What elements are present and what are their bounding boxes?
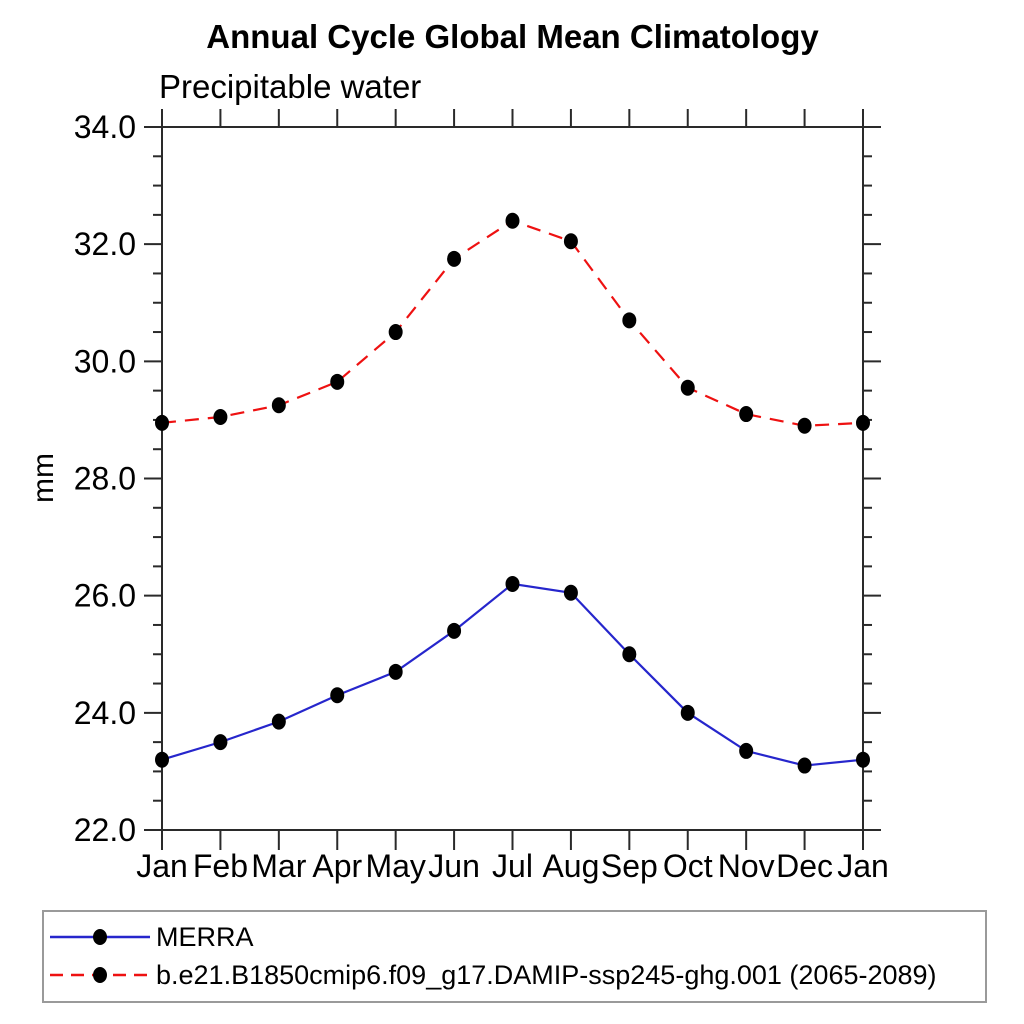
x-tick-label: Jan: [136, 848, 188, 884]
data-point: [680, 704, 695, 721]
x-tick-label: Jun: [428, 848, 480, 884]
data-point: [447, 250, 462, 267]
data-point: [797, 417, 812, 434]
data-point: [330, 687, 345, 704]
data-point: [330, 373, 345, 390]
y-tick-label: 28.0: [74, 461, 136, 497]
legend-swatch: [50, 929, 150, 945]
series-line-model: [161, 219, 864, 427]
x-tick-label: Oct: [663, 848, 713, 884]
y-tick-label: 24.0: [74, 695, 136, 731]
data-point: [505, 575, 520, 592]
data-point: [213, 734, 228, 751]
data-point: [563, 233, 578, 250]
chart-subtitle: Precipitable water: [159, 68, 422, 105]
data-point: [563, 584, 578, 601]
x-tick-label: Mar: [251, 848, 306, 884]
legend-swatch: [50, 967, 150, 983]
x-tick-label: Apr: [312, 848, 362, 884]
legend-box: MERRA b.e21.B1850cmip6.f09_g17.DAMIP-ssp2…: [42, 910, 987, 1003]
x-tick-label: May: [365, 848, 425, 884]
x-tick-label: Dec: [776, 848, 833, 884]
x-tick-label: Jul: [492, 848, 533, 884]
data-point: [213, 408, 228, 425]
x-tick-label: Sep: [601, 848, 658, 884]
legend-marker: [93, 929, 107, 945]
series-line-merra: [161, 582, 864, 767]
y-tick-label: 34.0: [74, 109, 136, 145]
data-point: [505, 212, 520, 229]
data-point: [856, 751, 870, 768]
x-tick-label: Feb: [193, 848, 248, 884]
data-point: [271, 397, 286, 414]
x-tick-label: Aug: [542, 848, 599, 884]
legend-marker: [93, 967, 107, 983]
y-tick-label: 22.0: [74, 812, 136, 848]
data-point: [856, 414, 870, 431]
legend-label: MERRA: [156, 921, 254, 952]
chart-title: Annual Cycle Global Mean Climatology: [206, 18, 819, 55]
y-tick-label: 26.0: [74, 578, 136, 614]
data-point: [622, 646, 637, 663]
data-point: [739, 406, 754, 423]
x-tick-label: Jan: [837, 848, 889, 884]
data-point: [622, 312, 637, 329]
y-tick-label: 30.0: [74, 343, 136, 379]
data-point: [388, 663, 403, 680]
data-point: [797, 757, 812, 774]
plot-frame: [161, 126, 864, 831]
legend-item: b.e21.B1850cmip6.f09_g17.DAMIP-ssp245-gh…: [48, 956, 985, 994]
x-tick-label: Nov: [718, 848, 775, 884]
data-point: [271, 713, 286, 730]
data-point: [680, 379, 695, 396]
data-point: [155, 414, 169, 431]
legend-label: b.e21.B1850cmip6.f09_g17.DAMIP-ssp245-gh…: [156, 959, 937, 990]
data-point: [388, 324, 403, 341]
data-point: [739, 742, 754, 759]
y-tick-label: 32.0: [74, 226, 136, 262]
data-point: [155, 751, 169, 768]
data-point: [447, 622, 462, 639]
legend-item: MERRA: [48, 918, 985, 956]
